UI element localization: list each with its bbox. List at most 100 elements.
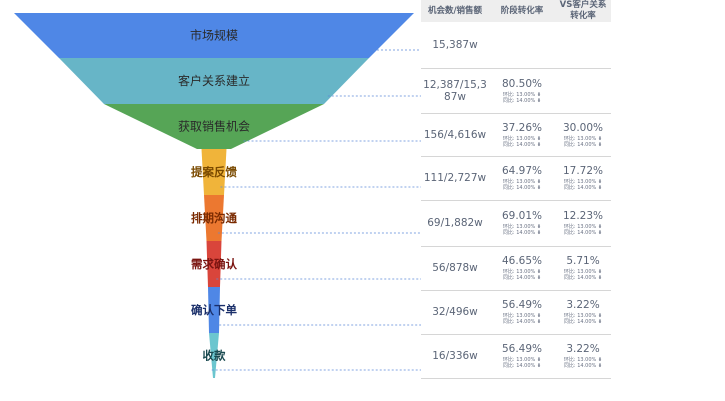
stage-rate-value: 56.49% — [501, 299, 543, 311]
stage-rate-value: 64.97% — [501, 165, 543, 177]
compare-yoy: 同比: 14.00% ⬇ — [502, 275, 542, 281]
amount-value: 15,387w — [432, 39, 478, 51]
down-arrow-icon: ⬇ — [536, 230, 542, 236]
vs-rate-value: 3.22% — [566, 343, 600, 355]
table-row: 15,387w — [421, 22, 611, 69]
funnel-label-7: 确认下单 — [191, 303, 237, 317]
down-arrow-icon: ⬇ — [536, 319, 542, 325]
header-stage-rate: 阶段转化率 — [500, 6, 544, 16]
down-arrow-icon: ⬇ — [597, 319, 603, 325]
vs-rate-compare: 环比: 13.00% ⬇ 同比: 14.00% ⬇ — [564, 357, 602, 369]
amount-cell: 156/4,616w — [421, 113, 489, 156]
stage-rate-value: 69.01% — [501, 210, 543, 222]
vs-rate-value: 17.72% — [562, 165, 604, 177]
funnel-segment-7 — [208, 287, 220, 333]
stage-rate-value: 56.49% — [501, 343, 543, 355]
down-arrow-icon: ⬇ — [597, 141, 603, 148]
compare-mom: 环比: 13.00% ⬇ — [563, 135, 603, 142]
compare-yoy: 同比: 14.00% ⬇ — [502, 230, 542, 236]
down-arrow-icon: ⬇ — [597, 179, 603, 185]
vs-rate-value: 5.71% — [566, 255, 600, 267]
funnel-segment-6 — [206, 241, 222, 287]
amount-cell: 16/336w — [421, 334, 489, 378]
funnel-segment-2 — [59, 58, 369, 104]
compare-mom: 环比: 13.00% ⬇ — [502, 224, 542, 230]
compare-yoy: 同比: 14.00% ⬇ — [563, 275, 603, 281]
compare-yoy: 同比: 14.00% ⬇ — [502, 363, 542, 369]
down-arrow-icon: ⬇ — [536, 363, 542, 369]
stage-rate-cell: 80.50% 环比: 13.00% ⬇ 同比: 14.00% ⬇ — [491, 68, 553, 113]
compare-mom: 环比: 13.00% ⬇ — [563, 224, 603, 230]
down-arrow-icon: ⬇ — [536, 224, 542, 230]
amount-value: 32/496w — [432, 306, 478, 318]
down-arrow-icon: ⬇ — [536, 269, 542, 275]
compare-yoy: 同比: 14.00% ⬇ — [502, 319, 542, 325]
down-arrow-icon: ⬇ — [597, 275, 603, 281]
stage-rate-cell: 64.97% 环比: 13.00% ⬇ 同比: 14.00% ⬇ — [491, 156, 553, 200]
down-arrow-icon: ⬇ — [536, 91, 542, 98]
table-row: 32/496w 56.49% 环比: 13.00% ⬇ 同比: 14.00% ⬇ 3.2… — [421, 290, 611, 335]
compare-mom: 环比: 13.00% ⬇ — [502, 357, 542, 363]
down-arrow-icon: ⬇ — [536, 313, 542, 319]
vs-rate-cell: 30.00% 环比: 13.00% ⬇ 同比: 14.00% ⬇ — [555, 113, 611, 156]
table-row: 69/1,882w 69.01% 环比: 13.00% ⬇ 同比: 14.00% ⬇ 1… — [421, 200, 611, 247]
header-vs-rate: VS客户关系 转化率 — [555, 0, 611, 22]
funnel-segment-4 — [201, 149, 227, 195]
compare-mom: 环比: 13.00% ⬇ — [563, 313, 603, 319]
stage-rate-cell — [491, 22, 553, 68]
stage-rate-compare: 环比: 13.00% ⬇ 同比: 14.00% ⬇ — [503, 357, 541, 369]
amount-value: 111/2,727w — [423, 172, 487, 184]
compare-mom: 环比: 13.00% ⬇ — [502, 135, 542, 142]
vs-rate-value: 30.00% — [562, 121, 604, 134]
compare-mom: 环比: 13.00% ⬇ — [563, 179, 603, 185]
compare-yoy: 同比: 14.00% ⬇ — [563, 363, 603, 369]
down-arrow-icon: ⬇ — [597, 313, 603, 319]
down-arrow-icon: ⬇ — [597, 185, 603, 191]
funnel-label-5: 排期沟通 — [191, 211, 237, 225]
stage-rate-value: 46.65% — [501, 255, 543, 267]
amount-value: 69/1,882w — [427, 217, 483, 229]
table-row: 56/878w 46.65% 环比: 13.00% ⬇ 同比: 14.00% ⬇ 5.7… — [421, 246, 611, 291]
compare-yoy: 同比: 14.00% ⬇ — [502, 141, 542, 148]
amount-value: 56/878w — [432, 262, 478, 274]
vs-rate-cell: 3.22% 环比: 13.00% ⬇ 同比: 14.00% ⬇ — [555, 334, 611, 378]
vs-rate-value: 3.22% — [566, 299, 600, 311]
down-arrow-icon: ⬇ — [536, 275, 542, 281]
compare-yoy: 同比: 14.00% ⬇ — [563, 141, 603, 148]
down-arrow-icon: ⬇ — [597, 135, 603, 142]
stage-rate-cell: 69.01% 环比: 13.00% ⬇ 同比: 14.00% ⬇ — [491, 200, 553, 246]
header-vs-rate-line2: 转化率 — [570, 11, 596, 21]
amount-cell: 56/878w — [421, 246, 489, 290]
compare-mom: 环比: 13.00% ⬇ — [502, 313, 542, 319]
down-arrow-icon: ⬇ — [597, 224, 603, 230]
compare-yoy: 同比: 14.00% ⬇ — [502, 97, 542, 104]
amount-value: 12,387/15,387w — [423, 78, 487, 103]
down-arrow-icon: ⬇ — [597, 357, 603, 363]
funnel-label-3: 获取销售机会 — [178, 119, 250, 134]
funnel-segment-5 — [204, 195, 224, 241]
amount-cell: 32/496w — [421, 290, 489, 334]
amount-cell: 12,387/15,387w — [421, 68, 489, 113]
compare-yoy: 同比: 14.00% ⬇ — [502, 185, 542, 191]
compare-mom: 环比: 13.00% ⬇ — [502, 91, 542, 98]
table-row: 12,387/15,387w 80.50% 环比: 13.00% ⬇ 同比: 14.0… — [421, 68, 611, 114]
stage-rate-cell: 56.49% 环比: 13.00% ⬇ 同比: 14.00% ⬇ — [491, 334, 553, 378]
vs-rate-cell: 17.72% 环比: 13.00% ⬇ 同比: 14.00% ⬇ — [555, 156, 611, 200]
table-row: 111/2,727w 64.97% 环比: 13.00% ⬇ 同比: 14.00% ⬇… — [421, 156, 611, 201]
down-arrow-icon: ⬇ — [536, 357, 542, 363]
funnel-label-1: 市场规模 — [190, 28, 238, 43]
vs-rate-compare: 环比: 13.00% ⬇ 同比: 14.00% ⬇ — [564, 224, 602, 236]
vs-rate-cell — [555, 22, 611, 68]
compare-yoy: 同比: 14.00% ⬇ — [563, 230, 603, 236]
down-arrow-icon: ⬇ — [536, 135, 542, 142]
amount-cell: 69/1,882w — [421, 200, 489, 246]
compare-mom: 环比: 13.00% ⬇ — [502, 179, 542, 185]
funnel-label-8: 收款 — [203, 349, 226, 363]
stage-rate-compare: 环比: 13.00% ⬇ 同比: 14.00% ⬇ — [503, 269, 541, 281]
amount-value: 16/336w — [432, 350, 478, 362]
vs-rate-cell: 5.71% 环比: 13.00% ⬇ 同比: 14.00% ⬇ — [555, 246, 611, 290]
down-arrow-icon: ⬇ — [597, 363, 603, 369]
funnel-label-6: 需求确认 — [191, 257, 237, 271]
funnel-segment-1 — [14, 13, 414, 58]
compare-mom: 环比: 13.00% ⬇ — [502, 269, 542, 275]
